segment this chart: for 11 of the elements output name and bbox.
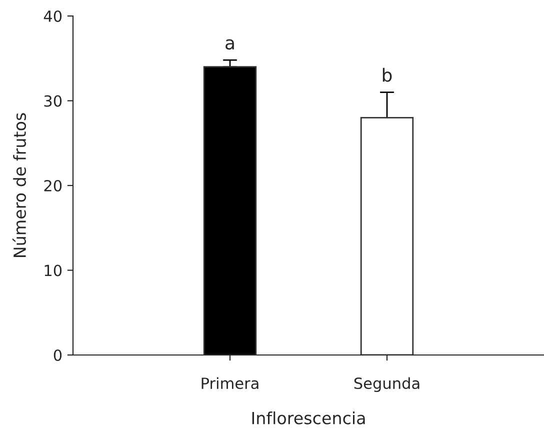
y-tick-label: 0 [54,349,62,362]
annotation: a [226,39,234,50]
y-axis-title: Número de frutos [12,113,26,258]
y-tick-label: 30 [44,95,62,107]
x-axis-title: Inflorescencia [252,411,365,424]
x-tick-label: Segunda [354,377,420,392]
annotation: b [382,68,392,82]
y-tick-label: 40 [44,10,62,22]
y-tick-label: 20 [44,180,62,192]
x-tick-label: Primera [202,377,258,390]
y-tick-label: 10 [44,264,62,276]
